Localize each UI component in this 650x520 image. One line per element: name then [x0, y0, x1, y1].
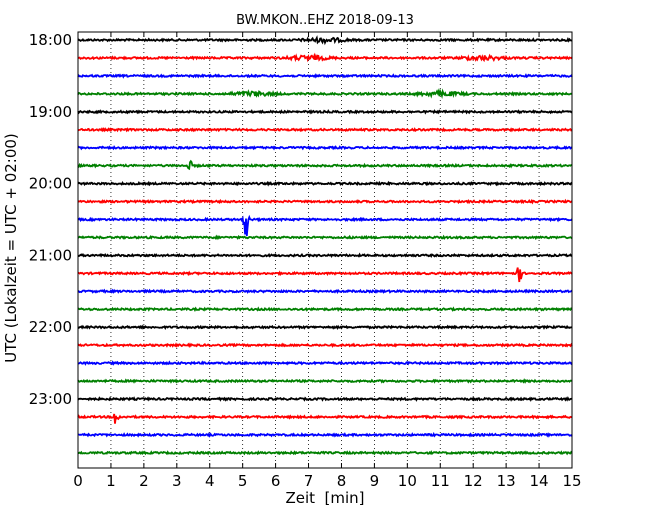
trace-group [77, 35, 573, 456]
trace-line [77, 396, 572, 402]
trace-line [77, 378, 573, 384]
x-axis-label: Zeit [min] [285, 489, 364, 507]
trace-line [77, 73, 573, 79]
x-tick-label: 6 [271, 472, 281, 490]
x-tick-label: 13 [497, 472, 516, 490]
trace-line [77, 360, 573, 366]
trace-line [77, 88, 573, 99]
y-axis: 18:00 19:00 20:00 21:00 22:00 23:00 [29, 31, 572, 408]
trace-line [77, 413, 573, 424]
x-tick-label: 7 [304, 472, 314, 490]
x-tick-label: 15 [562, 472, 581, 490]
trace-line [77, 180, 573, 187]
x-tick-label: 8 [337, 472, 347, 490]
trace-line [77, 145, 573, 151]
trace-line [77, 234, 573, 241]
y-tick-label: 23:00 [29, 390, 72, 408]
x-tick-label: 10 [398, 472, 417, 490]
trace-line [77, 450, 573, 456]
trace-line [77, 127, 573, 133]
trace-line [77, 306, 573, 313]
x-tick-label: 14 [530, 472, 549, 490]
y-axis-label: UTC (Lokalzeit = UTC + 02:00) [2, 133, 20, 363]
trace-line [77, 198, 573, 205]
y-tick-label: 22:00 [29, 318, 72, 336]
trace-line [78, 431, 573, 438]
x-axis: 0 1 2 3 4 5 6 7 8 9 10 11 12 13 14 15 [73, 32, 582, 490]
x-tick-label: 2 [139, 472, 149, 490]
x-tick-label: 5 [238, 472, 248, 490]
trace-line [77, 288, 573, 295]
x-tick-label: 9 [370, 472, 380, 490]
y-tick-label: 18:00 [29, 31, 72, 49]
x-tick-label: 11 [431, 472, 450, 490]
trace-line [77, 342, 573, 349]
trace-line [77, 324, 573, 331]
x-tick-label: 4 [205, 472, 215, 490]
x-tick-label: 3 [172, 472, 182, 490]
y-tick-label: 21:00 [29, 246, 72, 264]
trace-line [77, 214, 573, 236]
trace-line [77, 109, 573, 115]
x-tick-label: 12 [464, 472, 483, 490]
trace-line [77, 252, 572, 259]
x-tick-label: 1 [106, 472, 116, 490]
trace-line [77, 35, 573, 46]
chart-title: BW.MKON..EHZ 2018-09-13 [236, 13, 414, 28]
trace-line [77, 52, 573, 63]
y-tick-label: 20:00 [29, 175, 72, 193]
x-grid [110, 32, 540, 468]
x-tick-label: 0 [73, 472, 83, 490]
y-tick-label: 19:00 [29, 103, 72, 121]
plot-frame [77, 31, 573, 469]
trace-line [77, 267, 573, 283]
trace-line [77, 159, 573, 171]
